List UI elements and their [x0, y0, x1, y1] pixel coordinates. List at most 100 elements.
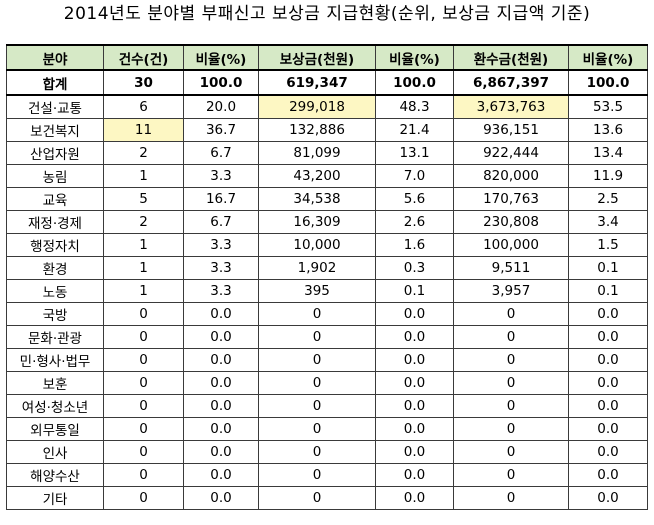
cell-recovery-ratio: 53.5 [568, 94, 648, 119]
header-row: 분야 건수(건) 비율(%) 보상금(천원) 비율(%) 환수금(천원) 비율(… [6, 44, 648, 71]
cell-reward: 0 [258, 302, 376, 326]
cell-count: 0 [103, 486, 184, 510]
cell-count-ratio: 0.0 [183, 463, 259, 487]
header-cell-recovery: 환수금(천원) [453, 44, 569, 71]
cell-reward: 81,099 [258, 141, 376, 165]
cell-count-ratio: 0.0 [183, 371, 259, 395]
cell-recovery: 0 [453, 325, 569, 349]
cell-reward: 0 [258, 371, 376, 395]
cell-count: 2 [103, 210, 184, 234]
cell-recovery: 0 [453, 486, 569, 510]
cell-reward-ratio: 0.0 [375, 325, 454, 349]
cell-recovery: 0 [453, 371, 569, 395]
total-cell-count-ratio: 100.0 [183, 69, 259, 96]
total-cell-label: 합계 [6, 69, 104, 96]
cell-reward-ratio: 1.6 [375, 233, 454, 257]
cell-recovery: 3,673,763 [453, 94, 569, 119]
header-cell-reward: 보상금(천원) [258, 44, 376, 71]
total-cell-recovery: 6,867,397 [453, 69, 569, 96]
table-row: 보훈 0 0.0 0 0.0 0 0.0 [6, 371, 648, 395]
cell-recovery: 170,763 [453, 187, 569, 211]
cell-count: 0 [103, 371, 184, 395]
cell-reward-ratio: 0.1 [375, 279, 454, 303]
cell-field: 교육 [6, 187, 104, 211]
cell-recovery-ratio: 0.0 [568, 486, 648, 510]
table-row: 재정·경제 2 6.7 16,309 2.6 230,808 3.4 [6, 210, 648, 234]
cell-recovery-ratio: 0.0 [568, 325, 648, 349]
cell-reward-ratio: 21.4 [375, 118, 454, 142]
cell-field: 보훈 [6, 371, 104, 395]
cell-field: 민·형사·법무 [6, 348, 104, 372]
cell-recovery: 0 [453, 302, 569, 326]
table-row: 농림 1 3.3 43,200 7.0 820,000 11.9 [6, 164, 648, 188]
cell-recovery: 0 [453, 440, 569, 464]
cell-reward-ratio: 0.3 [375, 256, 454, 280]
cell-count: 0 [103, 325, 184, 349]
cell-recovery-ratio: 0.0 [568, 348, 648, 372]
cell-field: 인사 [6, 440, 104, 464]
cell-recovery-ratio: 0.0 [568, 302, 648, 326]
cell-count-ratio: 6.7 [183, 210, 259, 234]
cell-count: 0 [103, 348, 184, 372]
cell-recovery: 0 [453, 417, 569, 441]
cell-recovery: 3,957 [453, 279, 569, 303]
total-cell-count: 30 [103, 69, 184, 96]
table-row: 문화·관광 0 0.0 0 0.0 0 0.0 [6, 325, 648, 349]
cell-reward: 0 [258, 325, 376, 349]
table-row: 해양수산 0 0.0 0 0.0 0 0.0 [6, 463, 648, 487]
cell-field: 보건복지 [6, 118, 104, 142]
cell-recovery-ratio: 13.6 [568, 118, 648, 142]
cell-count: 1 [103, 233, 184, 257]
cell-count: 1 [103, 164, 184, 188]
cell-reward-ratio: 13.1 [375, 141, 454, 165]
cell-reward: 132,886 [258, 118, 376, 142]
cell-reward: 0 [258, 348, 376, 372]
cell-count: 1 [103, 279, 184, 303]
cell-recovery: 0 [453, 463, 569, 487]
cell-recovery: 230,808 [453, 210, 569, 234]
table-row: 건설·교통 6 20.0 299,018 48.3 3,673,763 53.5 [6, 94, 648, 119]
cell-reward-ratio: 7.0 [375, 164, 454, 188]
cell-field: 국방 [6, 302, 104, 326]
cell-field: 해양수산 [6, 463, 104, 487]
cell-count: 5 [103, 187, 184, 211]
table-row: 여성·청소년 0 0.0 0 0.0 0 0.0 [6, 394, 648, 418]
table-row: 인사 0 0.0 0 0.0 0 0.0 [6, 440, 648, 464]
cell-count-ratio: 0.0 [183, 394, 259, 418]
cell-field: 여성·청소년 [6, 394, 104, 418]
cell-recovery-ratio: 0.0 [568, 394, 648, 418]
cell-field: 행정자치 [6, 233, 104, 257]
cell-recovery: 100,000 [453, 233, 569, 257]
cell-reward-ratio: 0.0 [375, 463, 454, 487]
cell-reward-ratio: 0.0 [375, 371, 454, 395]
cell-count-ratio: 0.0 [183, 325, 259, 349]
cell-count-ratio: 3.3 [183, 279, 259, 303]
cell-count: 0 [103, 440, 184, 464]
cell-count-ratio: 0.0 [183, 486, 259, 510]
cell-reward: 395 [258, 279, 376, 303]
cell-reward: 0 [258, 440, 376, 464]
page-title: 2014년도 분야별 부패신고 보상금 지급현황(순위, 보상금 지급액 기준) [63, 4, 591, 24]
cell-recovery-ratio: 0.0 [568, 371, 648, 395]
cell-count: 0 [103, 394, 184, 418]
cell-reward-ratio: 0.0 [375, 486, 454, 510]
cell-field: 외무통일 [6, 417, 104, 441]
table-row: 기타 0 0.0 0 0.0 0 0.0 [6, 486, 648, 510]
cell-recovery: 0 [453, 348, 569, 372]
cell-reward-ratio: 0.0 [375, 394, 454, 418]
cell-recovery: 9,511 [453, 256, 569, 280]
cell-recovery-ratio: 3.4 [568, 210, 648, 234]
cell-reward: 0 [258, 417, 376, 441]
table-row: 산업자원 2 6.7 81,099 13.1 922,444 13.4 [6, 141, 648, 165]
report-table: 분야 건수(건) 비율(%) 보상금(천원) 비율(%) 환수금(천원) 비율(… [6, 44, 648, 510]
table-row: 외무통일 0 0.0 0 0.0 0 0.0 [6, 417, 648, 441]
cell-reward: 0 [258, 463, 376, 487]
cell-field: 기타 [6, 486, 104, 510]
cell-count: 2 [103, 141, 184, 165]
cell-reward: 0 [258, 486, 376, 510]
cell-reward: 16,309 [258, 210, 376, 234]
cell-recovery-ratio: 11.9 [568, 164, 648, 188]
cell-recovery: 936,151 [453, 118, 569, 142]
cell-field: 재정·경제 [6, 210, 104, 234]
cell-recovery: 922,444 [453, 141, 569, 165]
